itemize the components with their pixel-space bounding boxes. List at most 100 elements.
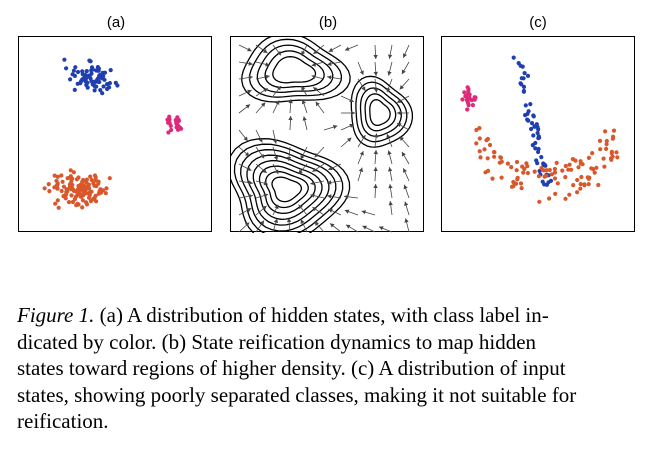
flow-arrowhead [345, 46, 350, 51]
pink-point [465, 85, 470, 90]
orange-point [492, 150, 497, 155]
flow-arrowhead [388, 54, 393, 59]
orange-point [597, 138, 603, 143]
orange-point [63, 192, 69, 197]
flow-arrowhead [246, 166, 252, 171]
pink-point [166, 130, 171, 135]
panel-c-label: (c) [529, 14, 547, 31]
blue-point [84, 82, 89, 88]
flow-arrowhead [379, 226, 384, 231]
blue-point [107, 85, 112, 90]
flow-arrowhead [387, 150, 392, 155]
pink-point [166, 120, 171, 125]
orange-point [614, 150, 619, 155]
blue-point [531, 133, 536, 138]
orange-point [539, 166, 544, 171]
pink-point [169, 127, 174, 133]
blue-point [530, 143, 535, 148]
blue-point [100, 91, 105, 96]
density-contour [241, 37, 351, 103]
flow-arrowhead [328, 47, 334, 52]
density-contour [252, 160, 323, 220]
blue-point [520, 64, 525, 69]
blue-point [87, 58, 92, 63]
flow-arrowhead [388, 167, 393, 172]
orange-point [86, 182, 91, 187]
blue-point [99, 76, 104, 81]
orange-point [519, 186, 524, 191]
flow-arrowhead [349, 123, 354, 128]
blue-point [531, 114, 536, 119]
flow-arrowhead [286, 218, 292, 223]
orange-point [579, 174, 584, 180]
orange-point [498, 155, 503, 160]
flow-arrowhead [248, 180, 253, 185]
orange-point [615, 155, 620, 160]
orange-point [81, 187, 86, 192]
orange-point [512, 180, 517, 185]
flow-arrowhead [358, 167, 364, 173]
blue-point [521, 84, 527, 89]
orange-point [547, 196, 552, 201]
blue-point [521, 88, 526, 94]
caption-line-1: Figure 1. (a) A distribution of hidden s… [17, 303, 549, 327]
flow-arrowhead [248, 75, 253, 80]
flow-arrowhead [327, 75, 332, 80]
density-contour [231, 138, 351, 233]
flow-arrowhead [347, 137, 352, 142]
orange-point [55, 198, 60, 203]
density-contour [246, 154, 330, 226]
flow-arrowhead [261, 102, 266, 107]
orange-point [554, 160, 559, 165]
density-contour [369, 99, 391, 127]
orange-point [60, 179, 65, 184]
orange-point [603, 129, 608, 134]
flow-arrowhead [373, 88, 379, 93]
orange-point [68, 174, 73, 179]
pink-point [175, 115, 180, 120]
flow-arrowhead [388, 184, 393, 189]
orange-point [532, 169, 537, 174]
flow-arrowhead [302, 116, 307, 121]
flow-arrowhead [315, 101, 320, 107]
flow-arrowhead [373, 71, 378, 76]
orange-point [97, 188, 102, 193]
pink-point [177, 125, 183, 130]
orange-point [518, 181, 524, 186]
blue-point [72, 73, 77, 78]
flow-arrowhead [301, 50, 306, 56]
orange-point [55, 186, 60, 191]
orange-point [101, 188, 106, 193]
flow-arrowhead [274, 204, 279, 210]
orange-point [544, 168, 549, 173]
blue-point [107, 81, 112, 86]
orange-point [578, 186, 583, 191]
flow-arrowhead [359, 151, 364, 156]
blue-point [89, 71, 94, 76]
flow-arrowhead [404, 201, 409, 206]
flow-arrowhead [311, 74, 316, 79]
blue-point [108, 68, 113, 73]
blue-point [72, 87, 77, 92]
flow-arrowhead [260, 153, 265, 159]
flow-arrowhead [288, 99, 293, 104]
orange-point [578, 182, 583, 187]
flow-arrowhead [258, 137, 263, 143]
blue-point [79, 79, 84, 84]
caption-line-3: states toward regions of higher density.… [17, 356, 566, 380]
flow-arrowhead [328, 166, 333, 171]
blue-point [525, 111, 530, 116]
flow-arrowhead [327, 194, 332, 199]
blue-point [529, 121, 535, 126]
orange-point [96, 181, 101, 186]
orange-point [604, 142, 609, 147]
flow-arrowhead [399, 136, 404, 141]
orange-point [522, 166, 527, 172]
orange-point [56, 205, 61, 210]
flow-arrowhead [327, 180, 332, 185]
flow-arrowhead [361, 135, 366, 140]
blue-point [525, 73, 531, 78]
blue-point [528, 102, 533, 107]
orange-point [59, 173, 64, 178]
orange-point [499, 175, 504, 180]
